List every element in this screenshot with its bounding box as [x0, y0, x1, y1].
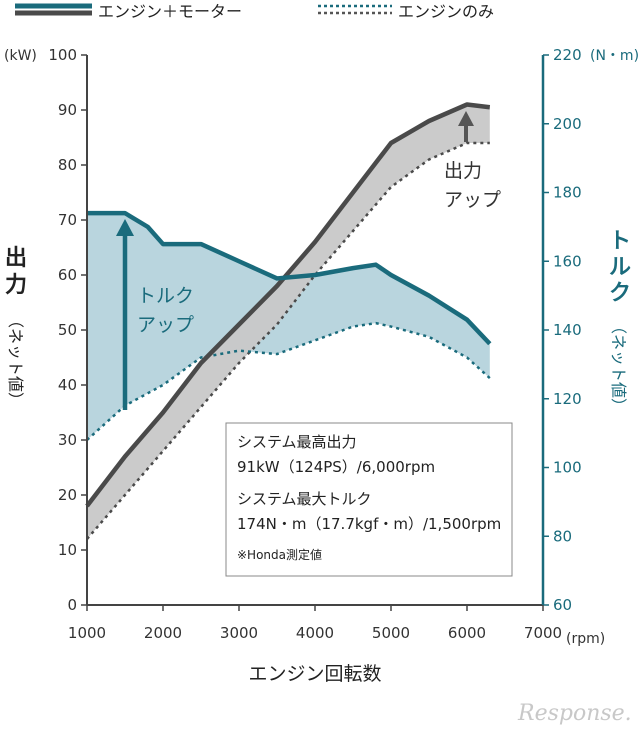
- x-tick-label: 3000: [220, 624, 258, 642]
- x-tick-label: 1000: [68, 624, 106, 642]
- y-right-title-char-3: ク: [609, 281, 631, 306]
- legend-label-engine: エンジンのみ: [398, 2, 494, 21]
- y-left-tick-label: 100: [48, 46, 77, 64]
- power-motor-line: [85, 102, 491, 508]
- spec-note-line4: 174N・m（17.7kgf・m）/1,500rpm: [237, 515, 501, 533]
- spec-note-box: システム最高出力 91kW（124PS）/6,000rpm システム最大トルク …: [225, 422, 513, 577]
- y-left-tick-label: 60: [58, 266, 77, 284]
- y-left-tick-label: 0: [67, 596, 77, 614]
- torque-gain-area: [87, 213, 490, 440]
- y-left-tick-label: 70: [58, 211, 77, 229]
- y-left-tick-label: 90: [58, 101, 77, 119]
- spec-note-frame: [225, 422, 513, 577]
- legend: エンジン＋モーター エンジンのみ: [15, 2, 494, 21]
- torque-up-arrow-head: [116, 219, 134, 236]
- y-right-title: ト ル ク: [609, 229, 631, 306]
- spec-note-line1: システム最高出力: [237, 433, 357, 451]
- y-left-tick-label: 80: [58, 156, 77, 174]
- y-right-tick-label: 80: [553, 527, 572, 545]
- x-axis-unit: (rpm): [566, 631, 605, 647]
- y-right-tick-label: 180: [553, 184, 582, 202]
- y-left-tick-label: 10: [58, 541, 77, 559]
- y-right-tick-label: 200: [553, 115, 582, 133]
- y-left-tick-label: 50: [58, 321, 77, 339]
- y-right-tick-label: 140: [553, 321, 582, 339]
- response-watermark-logo: Response.: [517, 701, 632, 726]
- x-tick-label: 5000: [372, 624, 410, 642]
- power-up-label-2: アップ: [444, 189, 501, 211]
- y-left-title-char-2: 力: [5, 273, 27, 298]
- y-left-tick-label: 40: [58, 376, 77, 394]
- power-up-arrow-head: [458, 111, 474, 126]
- legend-label-motor: エンジン＋モーター: [98, 2, 242, 21]
- x-tick-label: 7000: [524, 624, 562, 642]
- x-tick-label: 4000: [296, 624, 334, 642]
- y-right-tick-label: 160: [553, 252, 582, 270]
- torque-motor-line: [87, 210, 492, 346]
- y-right-title-char-2: ル: [609, 255, 631, 280]
- y-left-unit: (kW): [4, 48, 37, 64]
- spec-note-line2: 91kW（124PS）/6,000rpm: [237, 458, 435, 476]
- x-tick-label: 2000: [144, 624, 182, 642]
- torque-up-label-2: アップ: [137, 314, 194, 336]
- power-up-label-1: 出力: [444, 160, 482, 182]
- power-engine-line: [86, 141, 490, 540]
- y-right-tick-label: 60: [553, 596, 572, 614]
- chart-fills: [87, 104, 490, 539]
- y-left-tick-label: 30: [58, 431, 77, 449]
- spec-note-line5: ※Honda測定値: [237, 547, 322, 562]
- y-right-title-char-1: ト: [609, 229, 631, 254]
- y-right-tick-label: 220: [553, 46, 582, 64]
- x-tick-label: 6000: [448, 624, 486, 642]
- x-axis-title: エンジン回転数: [248, 663, 381, 685]
- spec-note-line3: システム最大トルク: [237, 490, 372, 508]
- y-left-subtitle: （ネット値）: [6, 312, 25, 408]
- y-left-title-char-1: 出: [5, 246, 27, 271]
- y-left-title: 出 力: [5, 246, 27, 298]
- y-right-tick-label: 100: [553, 459, 582, 477]
- y-right-unit: (N・m): [590, 48, 639, 64]
- y-right-subtitle: （ネット値）: [609, 318, 628, 414]
- chart-lines: [85, 102, 492, 540]
- power-gain-area: [87, 104, 490, 539]
- torque-up-arrow: [116, 219, 134, 410]
- torque-up-label-1: トルク: [137, 285, 194, 307]
- chart-ticks: 0 10 20 30 40 50 60 70 80 90 100 60 80 100 120 140 160 18…: [48, 46, 581, 642]
- y-left-tick-label: 20: [58, 486, 77, 504]
- y-right-tick-label: 120: [553, 390, 582, 408]
- power-up-arrow: [458, 111, 474, 142]
